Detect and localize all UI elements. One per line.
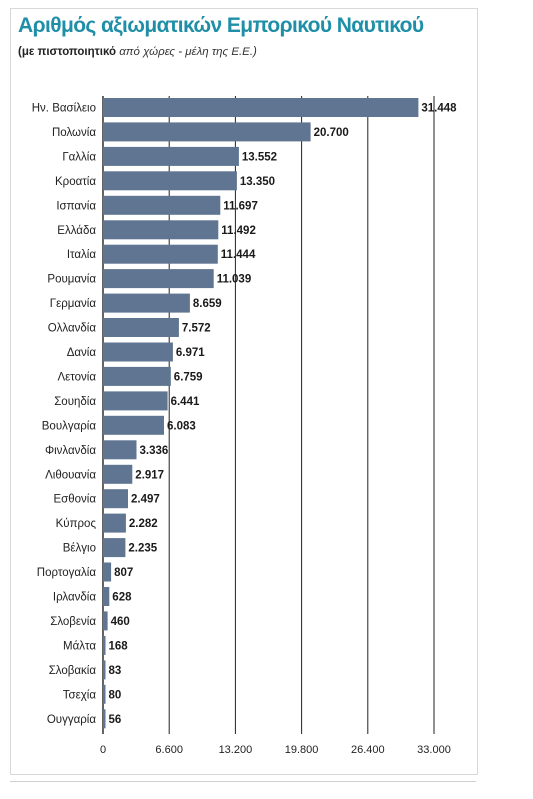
value-label: 11.039 [217, 274, 252, 286]
value-label: 7.572 [182, 323, 211, 335]
category-label: Φινλανδία [45, 445, 96, 457]
bar [103, 195, 221, 215]
bar [103, 611, 108, 631]
value-label: 6.083 [167, 420, 196, 432]
value-label: 56 [109, 714, 122, 726]
x-tick-label: 13.200 [219, 744, 253, 756]
category-label: Ολλανδία [48, 323, 97, 335]
x-tick-label: 19.800 [285, 744, 319, 756]
bottom-divider [10, 781, 476, 782]
bar [103, 587, 110, 606]
category-label: Ουγγαρία [47, 714, 96, 726]
bar [103, 391, 168, 411]
category-label: Τσεχία [63, 689, 97, 701]
category-label: Λετονία [57, 371, 96, 383]
bar [103, 171, 237, 191]
bar [103, 342, 173, 362]
value-label: 31.448 [421, 103, 457, 115]
value-label: 168 [109, 640, 129, 652]
chart-subtitle: (με πιστοποιητικό από χώρες - μέλη της Ε… [18, 46, 257, 58]
value-label: 2.497 [131, 494, 160, 506]
subtitle-rest: από χώρες - μέλη της Ε.Ε.) [116, 46, 257, 58]
category-label: Ελλάδα [57, 225, 96, 237]
bar [103, 489, 128, 509]
value-label: 11.697 [223, 200, 258, 212]
bar [103, 684, 106, 704]
x-tick-label: 0 [100, 744, 106, 756]
value-label: 11.444 [221, 249, 256, 261]
value-label: 3.336 [140, 445, 169, 457]
grid-lines [102, 96, 435, 734]
bars [103, 98, 419, 729]
x-tick-label: 6.600 [155, 744, 183, 756]
bar [103, 269, 214, 289]
bar [103, 146, 239, 166]
bar [103, 122, 311, 142]
bar [103, 366, 171, 386]
bar [103, 98, 419, 117]
bar [103, 244, 218, 264]
x-tick-label: 26.400 [351, 744, 385, 756]
value-label: 2.282 [129, 518, 158, 530]
category-label: Βέλγιο [63, 543, 96, 555]
category-label: Πολωνία [52, 127, 96, 139]
value-label: 80 [109, 689, 122, 701]
category-label: Εσθονία [53, 494, 96, 506]
value-label: 2.917 [135, 469, 164, 481]
category-label: Κροατία [55, 176, 96, 188]
category-label: Δανία [67, 347, 97, 359]
value-label: 2.235 [128, 543, 157, 555]
x-tick-label: 33.000 [417, 744, 451, 756]
category-label: Ην. Βασίλειο [32, 103, 96, 115]
bar [103, 660, 106, 680]
category-label: Μάλτα [63, 640, 96, 652]
labels: 0 6.600 13.200 19.800 26.400 33.000 Ην. Βασίλε… [32, 103, 457, 757]
value-label: 6.441 [171, 396, 200, 408]
category-label: Γερμανία [50, 298, 97, 310]
subtitle-bold: (με πιστοποιητικό [18, 46, 117, 58]
bar [103, 709, 106, 729]
value-label: 6.759 [174, 371, 203, 383]
category-label: Σλοβενία [50, 616, 96, 628]
bar [103, 513, 126, 533]
value-label: 13.350 [240, 176, 275, 188]
value-label: 6.971 [176, 347, 205, 359]
bar [103, 440, 137, 460]
category-label: Ισπανία [56, 200, 96, 212]
value-label: 20.700 [314, 127, 349, 139]
bar [103, 318, 179, 337]
category-label: Πορτογαλία [37, 567, 97, 579]
value-label: 628 [112, 592, 132, 604]
category-label: Κύπρος [56, 518, 97, 530]
bar [103, 415, 164, 435]
category-label: Ιρλανδία [53, 592, 96, 604]
value-label: 807 [114, 567, 133, 579]
value-label: 8.659 [193, 298, 222, 310]
category-label: Λιθουανία [45, 469, 96, 481]
category-label: Σουηδία [54, 396, 96, 408]
value-label: 13.552 [242, 151, 277, 163]
bar [103, 293, 190, 313]
bar [103, 562, 112, 582]
value-label: 83 [109, 665, 122, 677]
chart-title: Αριθμός αξιωματικών Εμπορικού Ναυτικού [18, 14, 424, 37]
category-label: Γαλλία [62, 151, 96, 163]
value-label: 11.492 [221, 225, 256, 237]
category-label: Σλοβακία [49, 665, 97, 677]
bar [103, 635, 106, 655]
bar [103, 464, 133, 484]
category-label: Ιταλία [67, 249, 97, 261]
category-label: Ρουμανία [47, 274, 96, 286]
category-label: Βουλγαρία [42, 420, 97, 432]
bar [103, 220, 219, 240]
value-label: 460 [111, 616, 130, 628]
bar [103, 538, 126, 558]
